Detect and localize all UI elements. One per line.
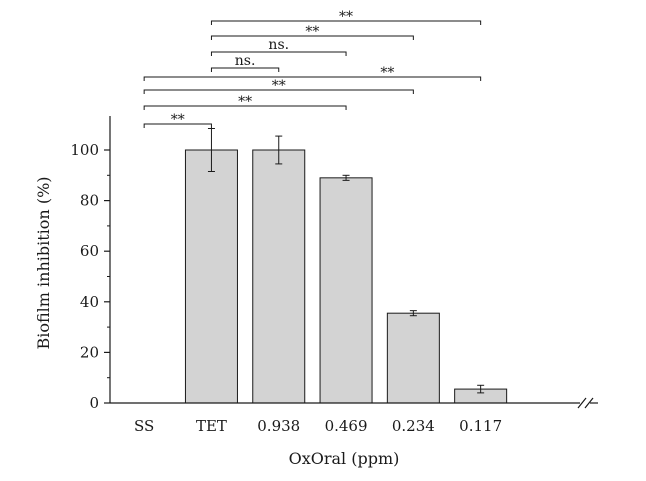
significance-label: ns. bbox=[235, 53, 256, 69]
y-tick-label: 100 bbox=[70, 141, 99, 159]
significance-bracket bbox=[143, 105, 347, 110]
bar bbox=[319, 177, 373, 404]
x-tick-label: 0.938 bbox=[257, 417, 300, 435]
significance-bracket bbox=[210, 35, 414, 40]
significance-label: ** bbox=[305, 24, 319, 40]
significance-bracket bbox=[143, 76, 482, 81]
significance-bracket bbox=[210, 20, 482, 25]
significance-bracket bbox=[143, 123, 212, 128]
x-tick-label: TET bbox=[196, 417, 227, 435]
significance-bracket bbox=[143, 89, 414, 94]
significance-label: ** bbox=[272, 78, 286, 94]
x-tick-label: 0.234 bbox=[392, 417, 435, 435]
significance-label: ** bbox=[339, 9, 353, 25]
axes: 0 20 40 60 80 100 SS TET 0.938 0.469 0.234 0.117 bbox=[70, 116, 598, 435]
axis-break-mark bbox=[577, 397, 587, 409]
x-tick-label: SS bbox=[134, 417, 154, 435]
significance-label: ** bbox=[238, 94, 252, 110]
significance-label: ** bbox=[380, 65, 394, 81]
y-axis-title: Biofilm inhibition (%) bbox=[34, 176, 53, 349]
x-tick-label: 0.469 bbox=[325, 417, 368, 435]
bar bbox=[386, 312, 440, 404]
significance-bracket bbox=[210, 51, 347, 56]
x-axis-title: OxOral (ppm) bbox=[289, 449, 400, 468]
y-tick-label: 80 bbox=[80, 192, 99, 210]
significance-brackets: ** ** ns. ns. ** ** ** ** bbox=[143, 9, 482, 128]
significance-label: ** bbox=[171, 112, 185, 128]
bars bbox=[184, 127, 508, 404]
significance-bracket bbox=[210, 67, 280, 72]
bar bbox=[252, 149, 306, 404]
y-tick-label: 60 bbox=[80, 242, 99, 260]
y-tick-label: 40 bbox=[80, 293, 99, 311]
y-tick-label: 20 bbox=[80, 343, 99, 361]
x-tick-label: 0.117 bbox=[459, 417, 502, 435]
y-tick-label: 0 bbox=[89, 394, 99, 412]
bar bbox=[184, 149, 238, 404]
significance-label: ns. bbox=[268, 37, 289, 53]
axis-break-mark bbox=[584, 397, 594, 409]
